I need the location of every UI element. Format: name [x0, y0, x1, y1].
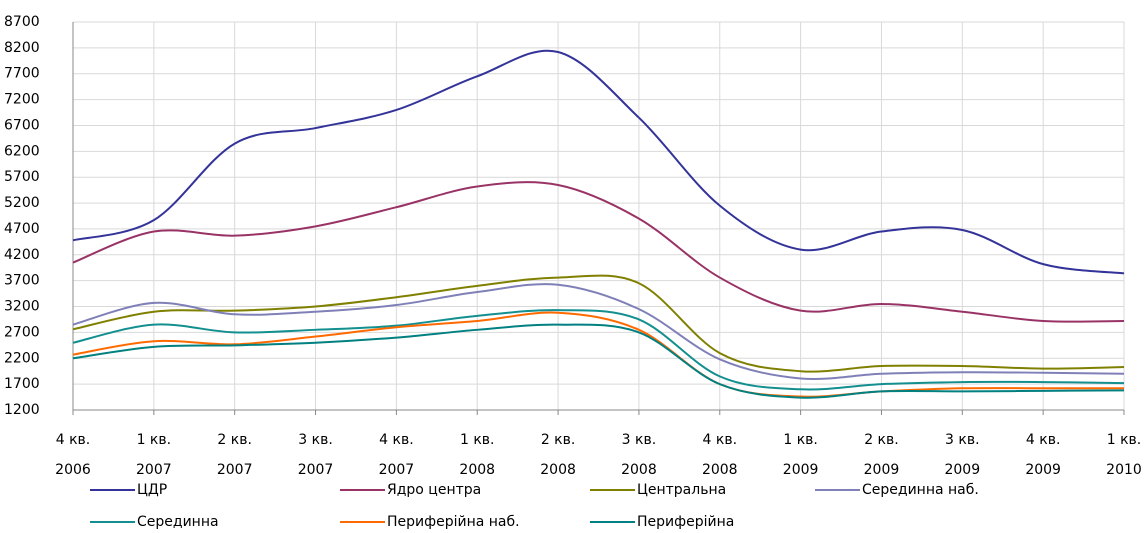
series-line: [72, 181, 1125, 323]
x-tick-quarter: 1 кв.: [137, 432, 172, 448]
x-tick-year: 2007: [379, 462, 415, 478]
y-tick-label: 3700: [4, 273, 40, 289]
y-tick-label: 2200: [4, 350, 40, 366]
legend-label: ЦДР: [137, 482, 167, 498]
x-tick-year: 2007: [136, 462, 172, 478]
x-tick-quarter: 1 кв.: [783, 432, 818, 448]
x-tick-label: 2 кв. 2008: [540, 432, 576, 478]
y-tick-label: 6700: [4, 117, 40, 133]
y-tick-label: 1200: [4, 402, 40, 418]
x-tick-year: 2007: [298, 462, 334, 478]
x-tick-year: 2008: [702, 462, 738, 478]
x-tick-label: 4 кв. 2006: [55, 432, 91, 478]
series-line: [72, 274, 1125, 373]
legend-label: Ядро центра: [387, 482, 481, 498]
x-tick-quarter: 4 кв.: [1026, 432, 1061, 448]
x-tick-year: 2008: [540, 462, 576, 478]
series-line: [72, 283, 1125, 380]
x-tick-year: 2007: [217, 462, 253, 478]
x-tick-label: 3 кв. 2008: [621, 432, 657, 478]
y-tick-label: 6200: [4, 143, 40, 159]
series-line: [72, 323, 1125, 399]
x-tick-year: 2006: [55, 462, 91, 478]
legend-label: Серединна наб.: [862, 482, 979, 498]
x-tick-year: 2009: [944, 462, 980, 478]
x-tick-quarter: 4 кв.: [379, 432, 414, 448]
x-tick-year: 2008: [621, 462, 657, 478]
x-tick-label: 1 кв. 2007: [136, 432, 172, 478]
series-line: [72, 49, 1125, 275]
x-tick-quarter: 2 кв.: [217, 432, 252, 448]
x-tick-label: 1 кв. 2008: [459, 432, 495, 478]
x-tick-label: 4 кв. 2007: [379, 432, 415, 478]
x-tick-quarter: 2 кв.: [864, 432, 899, 448]
x-tick-quarter: 1 кв.: [460, 432, 495, 448]
y-tick-label: 1700: [4, 376, 40, 392]
series-line: [72, 311, 1124, 398]
y-tick-label: 2700: [4, 324, 40, 340]
x-tick-quarter: 2 кв.: [541, 432, 576, 448]
y-tick-label: 5700: [4, 169, 40, 185]
y-tick-label: 3200: [4, 299, 40, 315]
x-tick-quarter: 4 кв.: [703, 432, 738, 448]
y-tick-label: 8700: [4, 14, 40, 30]
x-tick-label: 4 кв. 2009: [1025, 432, 1061, 478]
x-tick-label: 2 кв. 2007: [217, 432, 253, 478]
x-tick-quarter: 1 кв.: [1107, 432, 1142, 448]
x-tick-label: 3 кв. 2009: [944, 432, 980, 478]
legend-label: Серединна: [137, 514, 219, 530]
y-tick-label: 4700: [4, 221, 40, 237]
x-tick-year: 2009: [783, 462, 819, 478]
x-tick-year: 2009: [864, 462, 900, 478]
x-tick-label: 1 кв. 2010: [1106, 432, 1142, 478]
y-tick-label: 7200: [4, 92, 40, 108]
series-line: [72, 309, 1125, 391]
legend-label: Центральна: [637, 482, 726, 498]
x-tick-quarter: 3 кв.: [945, 432, 980, 448]
x-tick-year: 2008: [459, 462, 495, 478]
x-tick-quarter: 4 кв.: [56, 432, 91, 448]
legend-label: Периферійна: [637, 514, 734, 530]
y-tick-label: 7700: [4, 66, 40, 82]
legend-label: Периферійна наб.: [387, 514, 520, 530]
x-tick-label: 4 кв. 2008: [702, 432, 738, 478]
y-tick-label: 5200: [4, 195, 40, 211]
x-tick-label: 2 кв. 2009: [864, 432, 900, 478]
x-tick-year: 2010: [1106, 462, 1142, 478]
x-tick-quarter: 3 кв.: [622, 432, 657, 448]
y-tick-label: 4200: [4, 247, 40, 263]
x-tick-year: 2009: [1025, 462, 1061, 478]
x-tick-label: 3 кв. 2007: [298, 432, 334, 478]
x-tick-label: 1 кв. 2009: [783, 432, 819, 478]
x-tick-quarter: 3 кв.: [298, 432, 333, 448]
y-tick-label: 8200: [4, 40, 40, 56]
